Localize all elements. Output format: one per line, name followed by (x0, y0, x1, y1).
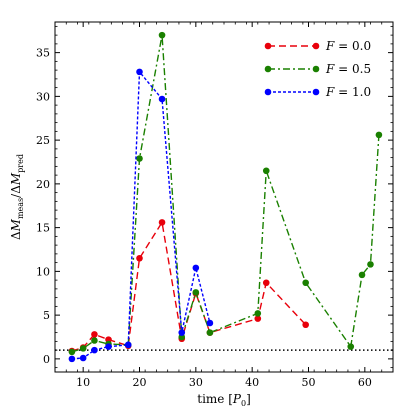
series-line-2 (71, 70, 211, 360)
y-tick-label: 25 (36, 134, 50, 147)
data-point (158, 31, 166, 39)
y-tick-label: 35 (36, 47, 50, 60)
x-tick-label: 20 (133, 376, 147, 389)
data-point (302, 321, 309, 329)
legend-marker (264, 88, 272, 96)
data-point (254, 310, 262, 317)
data-point (347, 343, 355, 350)
axes-layer: 10 20 30 40 50 60 0 5 10 15 20 25 30 35 time [P0] ΔMmea… (9, 21, 394, 408)
y-tick-label: 20 (36, 178, 50, 191)
data-point (158, 95, 166, 103)
y-tick-label: 30 (36, 90, 50, 103)
data-point (254, 315, 262, 322)
data-point (375, 131, 383, 139)
x-axis-label: time [P0] (197, 392, 251, 408)
legend-marker (312, 88, 320, 96)
data-point (262, 279, 270, 287)
legend: F = 0.0 F = 0.5 F = 1.0 (264, 39, 371, 99)
data-point (178, 329, 186, 336)
data-point (68, 348, 76, 356)
data-point (367, 261, 374, 268)
series-2 (68, 68, 214, 363)
data-point (136, 68, 143, 76)
y-tick-label: 15 (36, 222, 50, 235)
data-point (206, 329, 214, 336)
x-tick-label: 30 (189, 376, 203, 389)
data-point (158, 219, 166, 226)
x-tick-label: 10 (76, 376, 90, 389)
data-point (136, 155, 143, 162)
data-point (91, 337, 98, 344)
data-point (68, 355, 76, 363)
y-tick-label: 0 (43, 353, 50, 366)
y-tick-label: 10 (36, 265, 50, 278)
data-point (192, 264, 200, 272)
data-point (192, 289, 200, 296)
data-point (262, 167, 270, 175)
legend-label: F = 1.0 (325, 85, 371, 99)
data-point (79, 345, 87, 352)
data-point (79, 354, 87, 362)
data-series-layer (68, 31, 383, 363)
legend-marker (264, 65, 272, 73)
y-axis-label: ΔMmeas/ΔMpred (9, 154, 25, 240)
data-point (124, 341, 132, 349)
x-tick-label: 60 (358, 376, 372, 389)
x-tick-label: 40 (245, 376, 259, 389)
data-point (91, 331, 98, 338)
legend-item-1: F = 0.5 (264, 62, 371, 76)
data-point (206, 319, 214, 327)
data-point (91, 346, 98, 354)
x-tick-label: 50 (302, 376, 316, 389)
data-point (302, 279, 309, 287)
legend-item-2: F = 1.0 (264, 85, 371, 99)
legend-marker (264, 42, 272, 50)
legend-marker (312, 42, 320, 50)
data-point (358, 271, 366, 279)
data-point (105, 343, 112, 350)
y-tick-label: 5 (43, 309, 50, 322)
legend-label: F = 0.5 (325, 62, 371, 76)
legend-marker (312, 65, 320, 73)
legend-item-0: F = 0.0 (264, 39, 371, 53)
legend-label: F = 0.0 (325, 39, 371, 53)
data-point (136, 254, 143, 262)
